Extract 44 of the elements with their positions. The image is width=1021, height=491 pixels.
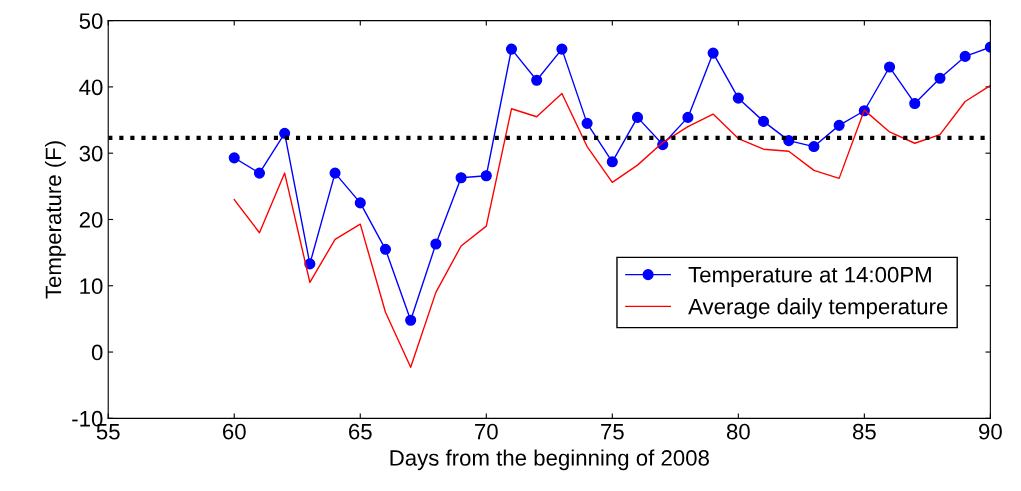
x-tick-label: 75 (601, 424, 624, 440)
legend-label: Average daily temperature (688, 298, 948, 319)
point (253, 167, 266, 179)
point (505, 43, 518, 55)
point (757, 115, 770, 127)
point (606, 156, 618, 168)
point (732, 92, 744, 104)
line-series (233, 84, 991, 368)
y-tick-label: 20 (79, 212, 103, 228)
point (480, 170, 492, 182)
point (934, 72, 946, 84)
point (430, 238, 442, 250)
y-tick-label: 40 (79, 79, 103, 96)
x-tick-label: 80 (726, 423, 750, 440)
point (556, 43, 568, 55)
point (329, 167, 341, 179)
point (682, 111, 694, 123)
legend-label: Temperature at 14:00PM (688, 266, 931, 287)
x-tick-label: 60 (223, 423, 246, 440)
y-tick-label: 10 (80, 278, 103, 295)
point (531, 74, 543, 86)
point (354, 197, 366, 209)
point (631, 111, 644, 123)
x-tick-label: 70 (475, 423, 498, 440)
point (228, 152, 240, 164)
point (808, 141, 820, 153)
x-tick-label: 90 (979, 423, 1002, 440)
y-tick-label: 0 (91, 344, 103, 361)
x-tick-label: 85 (852, 423, 876, 440)
y-axis-title: Temperature (F) (44, 141, 66, 299)
y-tick-label: 50 (79, 13, 103, 29)
x-axis-title: Days from the beginning of 2008 (390, 449, 709, 471)
point (405, 314, 417, 326)
point (959, 50, 971, 62)
point (909, 97, 921, 110)
x-tick-label: 65 (349, 423, 372, 440)
point (883, 61, 896, 73)
point (833, 119, 845, 131)
y-tick-label: 30 (79, 145, 103, 162)
point (581, 117, 593, 129)
point (379, 243, 392, 255)
point (455, 172, 467, 184)
point (707, 47, 719, 59)
point (279, 127, 291, 139)
